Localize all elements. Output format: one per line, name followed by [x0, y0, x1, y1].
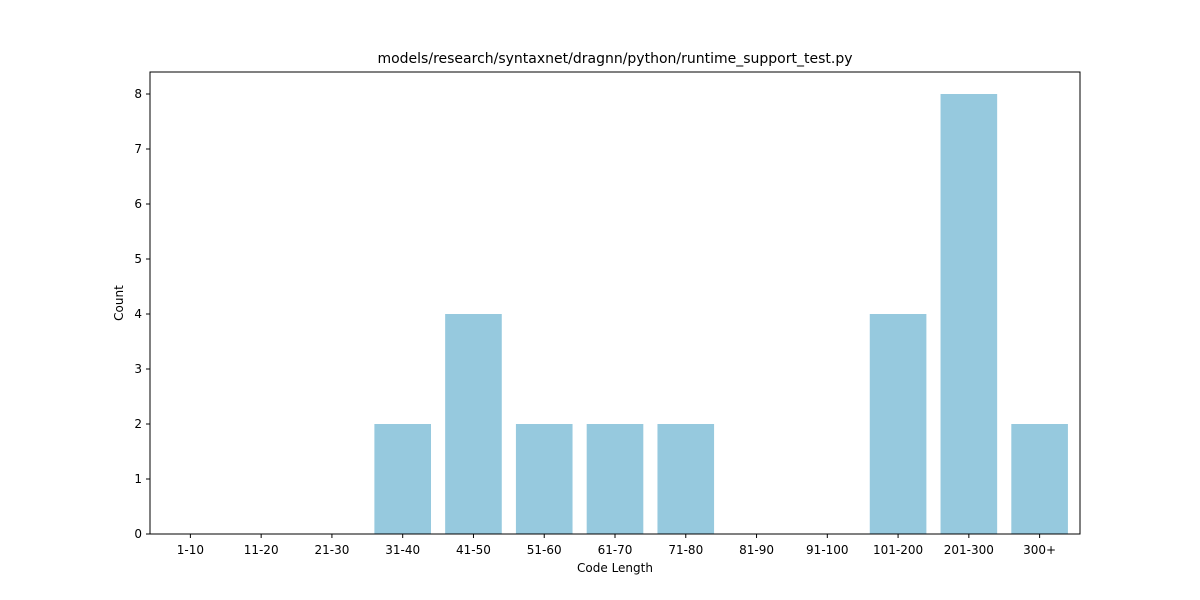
bar-61-70: [586, 424, 644, 534]
bar-31-40: [374, 424, 431, 534]
y-tick-label: 3: [134, 362, 142, 376]
y-tick-label: 6: [134, 197, 142, 211]
y-tick-label: 2: [134, 417, 142, 431]
x-tick-label: 201-300: [944, 543, 994, 557]
x-tick-label: 61-70: [598, 543, 633, 557]
x-tick-label: 31-40: [385, 543, 420, 557]
y-tick-label: 1: [134, 472, 142, 486]
x-tick-label: 1-10: [177, 543, 204, 557]
x-tick-label: 81-90: [739, 543, 774, 557]
bars-group: [374, 94, 1068, 534]
x-tick-label: 21-30: [314, 543, 349, 557]
bar-51-60: [515, 424, 573, 534]
x-tick-label: 71-80: [668, 543, 703, 557]
y-tick-label: 4: [134, 307, 142, 321]
x-tick-label: 91-100: [806, 543, 849, 557]
bar-101-200: [869, 314, 927, 534]
x-axis-ticks: 1-10 11-20 21-30 31-40 41-50 51-60 61-70 71-80 8…: [177, 534, 1056, 557]
chart-title: models/research/syntaxnet/dragnn/python/…: [377, 51, 852, 67]
bar-201-300: [940, 94, 998, 534]
y-axis-ticks: 0 1 2 3 4 5 6 7 8: [134, 87, 150, 541]
x-tick-label: 101-200: [873, 543, 923, 557]
x-tick-label: 41-50: [456, 543, 491, 557]
y-tick-label: 7: [134, 142, 142, 156]
x-tick-label: 51-60: [527, 543, 562, 557]
x-tick-label: 11-20: [244, 543, 279, 557]
y-tick-label: 0: [134, 527, 142, 541]
x-axis-label: Code Length: [577, 561, 653, 575]
bar-41-50: [445, 314, 502, 534]
plot-frame: [149, 71, 1081, 535]
x-tick-label: 300+: [1023, 543, 1056, 557]
bar-300+: [1011, 424, 1068, 534]
y-tick-label: 8: [134, 87, 142, 101]
y-axis-label: Count: [112, 285, 126, 321]
y-tick-label: 5: [134, 252, 142, 266]
bar-71-80: [657, 424, 715, 534]
